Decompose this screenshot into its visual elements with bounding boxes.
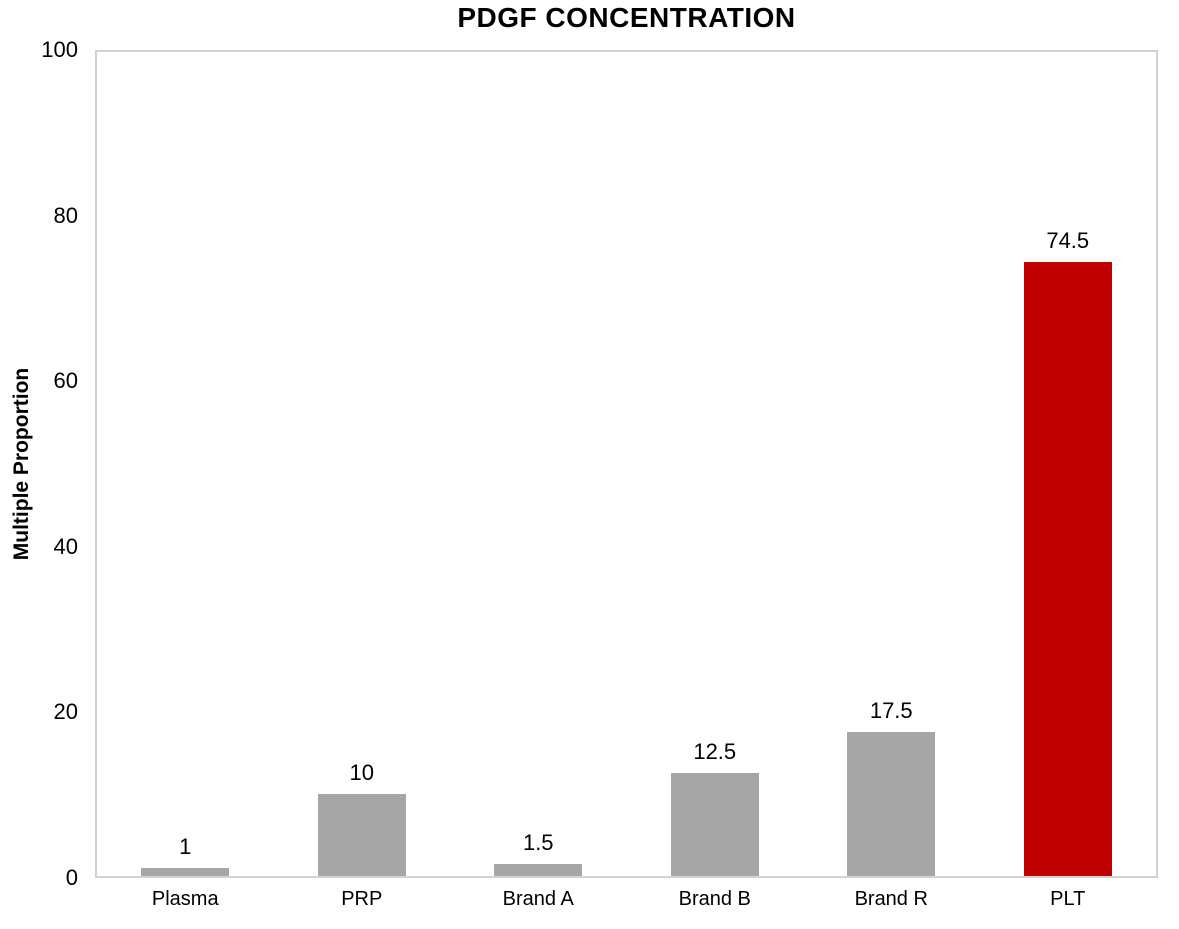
plot-area: 1 10 1.5 12.5 17.5 74.5: [95, 50, 1158, 878]
y-tick-label: 40: [53, 533, 78, 559]
y-tick-label: 60: [53, 368, 78, 394]
y-tick-label: 0: [65, 865, 78, 890]
y-tick-label: 20: [53, 699, 78, 725]
bar-value-label: 74.5: [1046, 228, 1090, 254]
y-tick-label: 100: [41, 37, 78, 62]
bar-plt: [1023, 262, 1112, 876]
x-tick-label-plasma: Plasma: [151, 888, 219, 910]
bar-brand-b: [670, 773, 759, 876]
bar-value-label: 12.5: [693, 739, 737, 764]
y-tick-label: 80: [53, 202, 78, 228]
x-tick-label-brand-b: Brand B: [678, 888, 751, 910]
chart-title: PDGF CONCENTRATION: [457, 2, 796, 33]
bar-brand-r: [847, 731, 936, 876]
x-tick-label-plt: PLT: [1050, 888, 1086, 910]
bar-value-label: 10: [349, 759, 374, 785]
bar-value-label: 17.5: [869, 697, 913, 723]
x-tick-label-brand-r: Brand R: [854, 888, 928, 910]
x-tick-label-prp: PRP: [341, 888, 383, 910]
bar-prp: [317, 793, 406, 876]
bar-brand-a: [494, 863, 583, 876]
bar-plasma: [141, 867, 230, 876]
x-tick-label-brand-a: Brand A: [502, 888, 574, 910]
y-axis-tick-labels: 0 20 40 60 80 100: [0, 37, 78, 890]
bar-value-label: 1.5: [522, 829, 554, 855]
bar-value-label: 1: [179, 833, 192, 859]
x-axis-tick-labels: Plasma PRP Brand A Brand B Brand R PLT: [95, 888, 1158, 918]
